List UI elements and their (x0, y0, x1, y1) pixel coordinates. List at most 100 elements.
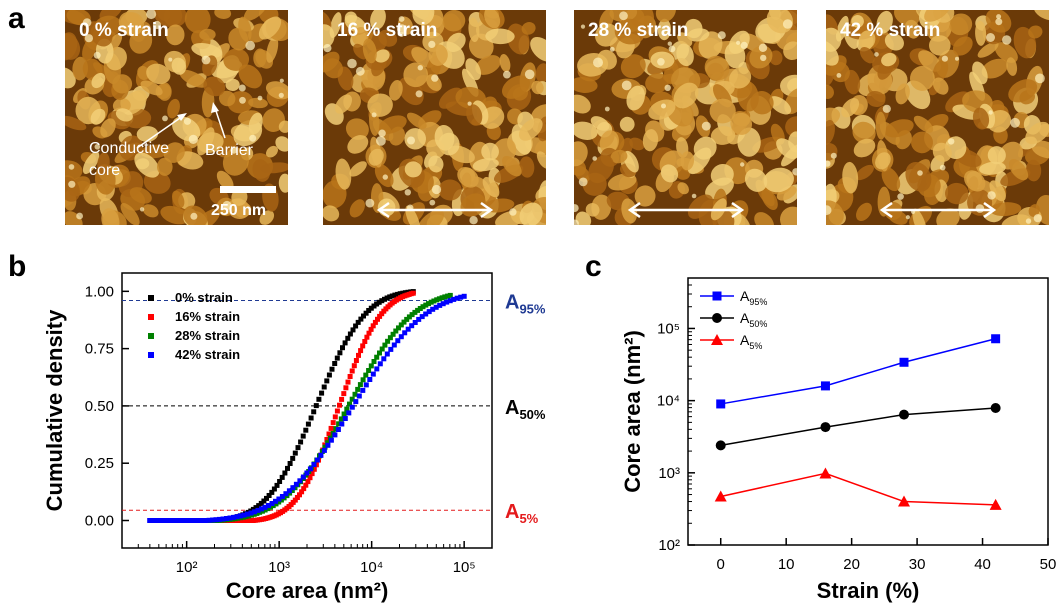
data-point (360, 343, 366, 349)
afm-grain (184, 10, 211, 34)
afm-grain (972, 61, 988, 85)
afm-highlight (941, 55, 948, 62)
data-point (434, 297, 440, 303)
data-point (368, 305, 374, 311)
afm-grain (709, 98, 736, 124)
data-point (273, 501, 279, 507)
afm-grain (97, 152, 110, 176)
afm-grain (1025, 159, 1042, 182)
afm-grain (932, 59, 949, 83)
x-tick-label: 20 (843, 556, 860, 573)
data-point (326, 431, 332, 437)
data-point (391, 342, 397, 348)
afm-highlight (429, 199, 436, 206)
x-tick-label: 10⁴ (360, 559, 383, 576)
afm-highlight (905, 215, 910, 220)
afm-grain (981, 58, 1008, 79)
panel-label-b: b (8, 250, 27, 283)
data-point (164, 518, 170, 523)
data-point (309, 471, 315, 477)
afm-grain (785, 116, 797, 137)
afm-highlight (736, 40, 741, 45)
data-point (344, 406, 350, 412)
data-point (324, 378, 330, 384)
afm-grain (519, 156, 535, 178)
afm-grain (428, 44, 448, 66)
data-point (337, 350, 343, 356)
data-point (326, 372, 332, 378)
legend-label: 42% strain (175, 347, 240, 362)
afm-grain (909, 65, 935, 91)
afm-grain (485, 28, 515, 45)
data-point (336, 421, 342, 427)
data-point (426, 309, 432, 315)
afm-grain (163, 142, 185, 163)
data-point (419, 314, 425, 320)
afm-texture (826, 10, 1049, 225)
data-point (367, 377, 373, 382)
afm-grain (677, 182, 689, 195)
data-point (157, 518, 163, 523)
afm-grain (475, 55, 501, 75)
afm-grain (979, 161, 1006, 175)
afm-grain (389, 79, 403, 101)
afm-highlight (278, 92, 284, 98)
data-point (387, 294, 393, 300)
data-point (224, 516, 229, 521)
afm-grain (278, 120, 288, 133)
afm-highlight (836, 73, 842, 78)
afm-grain (101, 208, 120, 225)
afm-grain (258, 16, 282, 40)
data-point (345, 335, 351, 341)
data-point (252, 509, 257, 515)
data-point (321, 447, 327, 453)
afm-grain (531, 80, 544, 95)
core-label: core (89, 162, 121, 179)
afm-grain (82, 151, 100, 174)
afm-grain (160, 205, 190, 225)
afm-grain (1008, 159, 1029, 181)
legend-label: A50% (740, 310, 767, 329)
afm-grain (530, 36, 546, 62)
afm-grain (1008, 79, 1038, 103)
afm-highlight (152, 20, 162, 30)
data-point (426, 301, 431, 307)
afm-grain (457, 166, 479, 188)
afm-grain (253, 48, 267, 68)
afm-highlight (740, 41, 748, 49)
data-point (371, 303, 377, 309)
afm-highlight (239, 96, 246, 104)
afm-highlight (1033, 214, 1042, 223)
afm-grain (977, 41, 999, 58)
afm-grain (585, 202, 600, 217)
data-point (396, 325, 401, 331)
afm-highlight (378, 129, 386, 137)
data-point (436, 296, 442, 302)
x-tick-label: 40 (974, 556, 991, 573)
afm-grain (744, 168, 768, 192)
afm-highlight (503, 70, 511, 79)
afm-grain (146, 63, 171, 85)
data-point (379, 298, 385, 304)
data-point (266, 503, 271, 508)
afm-highlight (664, 84, 671, 92)
data-point (292, 497, 298, 503)
afm-grain (856, 202, 872, 222)
afm-grain (884, 119, 914, 138)
afm-grain (763, 167, 794, 193)
data-point (324, 437, 330, 442)
afm-highlight (1035, 73, 1045, 84)
afm-highlight (431, 74, 439, 82)
data-point (423, 311, 429, 317)
afm-image-28: 28 % strain (574, 10, 797, 225)
data-point (347, 331, 353, 337)
afm-image-0: 0 % strain Conductive core Barrier 250 n… (65, 10, 288, 225)
x-tick-label: 10³ (268, 559, 290, 576)
afm-grain (368, 148, 384, 166)
data-point (388, 346, 394, 352)
afm-grain (442, 10, 466, 32)
legend-marker (148, 295, 154, 301)
afm-grain (248, 97, 268, 109)
data-point (213, 517, 219, 523)
afm-grain (519, 202, 543, 225)
